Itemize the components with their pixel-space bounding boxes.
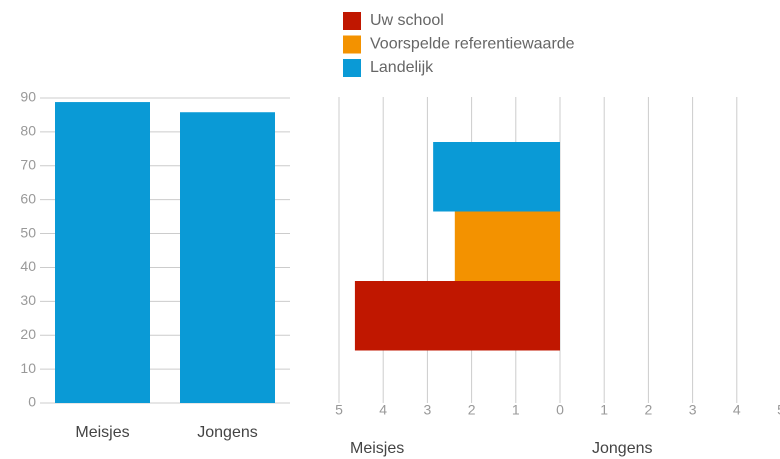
legend-label: Landelijk xyxy=(370,59,434,76)
y-tick-label: 0 xyxy=(28,394,36,410)
side-label: Meisjes xyxy=(350,440,404,457)
bar xyxy=(180,112,275,403)
bar xyxy=(454,211,560,281)
x-tick-label: 4 xyxy=(379,402,387,418)
side-label: Jongens xyxy=(592,440,653,457)
x-tick-label: 0 xyxy=(556,402,564,418)
x-tick-label: 2 xyxy=(645,402,653,418)
x-tick-label: 1 xyxy=(600,402,608,418)
bar xyxy=(433,142,560,212)
y-tick-label: 90 xyxy=(20,89,36,105)
x-tick-label: 3 xyxy=(689,402,697,418)
y-tick-label: 30 xyxy=(20,292,36,308)
y-tick-label: 40 xyxy=(20,258,36,274)
legend-label: Voorspelde referentiewaarde xyxy=(370,36,575,53)
y-tick-label: 20 xyxy=(20,326,36,342)
y-tick-label: 80 xyxy=(20,123,36,139)
bar xyxy=(55,102,150,404)
x-tick-label: 2 xyxy=(468,402,476,418)
y-tick-label: 60 xyxy=(20,190,36,206)
x-tick-label: 4 xyxy=(733,402,741,418)
y-tick-label: 70 xyxy=(20,156,36,172)
x-tick-label: Jongens xyxy=(197,424,258,441)
legend-swatch xyxy=(343,12,361,30)
x-tick-label: 3 xyxy=(424,402,432,418)
y-tick-label: 50 xyxy=(20,224,36,240)
x-tick-label: 5 xyxy=(777,402,780,418)
legend-swatch xyxy=(343,59,361,77)
legend-swatch xyxy=(343,35,361,54)
y-tick-label: 10 xyxy=(20,360,36,376)
x-tick-label: 5 xyxy=(335,402,343,418)
legend-label: Uw school xyxy=(370,12,444,29)
x-tick-label: Meisjes xyxy=(75,424,129,441)
bar xyxy=(354,281,560,351)
x-tick-label: 1 xyxy=(512,402,520,418)
